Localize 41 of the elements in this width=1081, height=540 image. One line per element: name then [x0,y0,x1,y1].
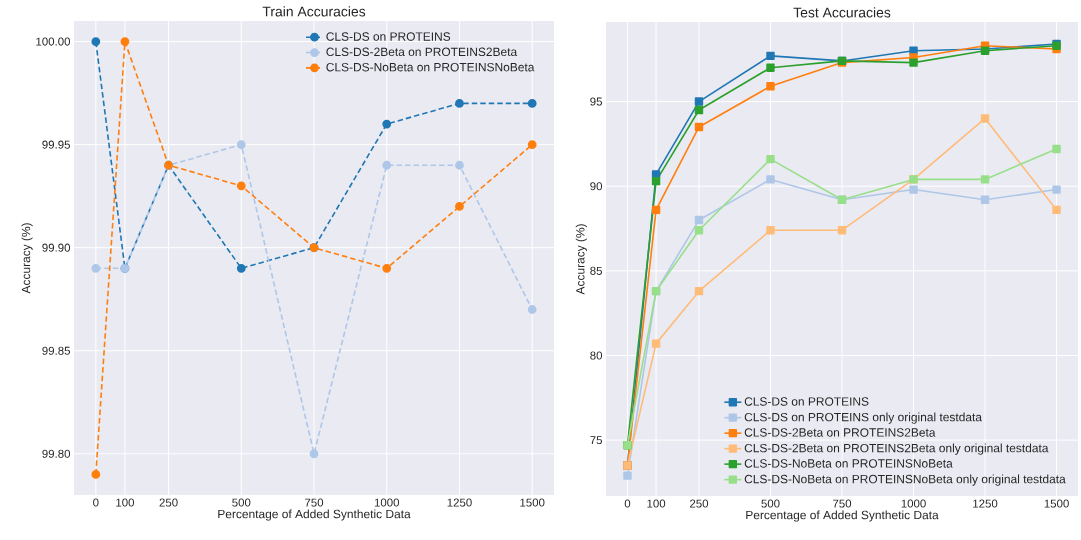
y-tick-label: 75 [590,436,603,445]
x-tick-label: 0 [93,498,99,507]
x-tick-label: 100 [647,499,666,508]
x-tick-label: 250 [159,498,178,507]
x-tick-label: 500 [761,499,780,508]
x-tick-label: 250 [690,499,709,508]
y-tick-label: 99.80 [42,449,71,458]
x-tick-label: 1000 [374,498,400,507]
x-axis-title: Percentage of Added Synthetic Data [218,509,411,521]
y-tick-label: 99.90 [42,243,71,252]
y-axis-title: Accuracy (%) [575,224,587,295]
chart-title: Train Accuracies [262,6,366,17]
legend-label: CLS-DS-2Beta on PROTEINS2Beta [744,428,936,437]
y-tick-label: 90 [590,182,603,191]
legend-label: CLS-DS-2Beta on PROTEINS2Beta [326,47,518,57]
legend-label: CLS-DS-NoBeta on PROTEINSNoBeta [326,62,535,72]
y-axis-title: Accuracy (%) [21,223,33,294]
y-tick-label: 85 [590,266,603,275]
x-tick-label: 0 [624,499,631,508]
x-tick-label: 750 [305,498,324,507]
legend-label: CLS-DS-2Beta on PROTEINS2Beta only original testdata [744,443,1049,455]
y-tick-label: 99.95 [42,140,70,149]
x-axis-title: Percentage of Added Synthetic Data [746,510,939,522]
y-tick-label: 99.85 [42,346,70,355]
x-tick-label: 100 [116,498,135,507]
y-tick-label: 95 [590,97,603,106]
x-tick-label: 1500 [1044,499,1069,508]
legend-label: CLS-DS-NoBeta on PROTEINSNoBeta [744,459,953,468]
x-tick-label: 500 [232,498,251,507]
y-tick-label: 100.00 [36,37,71,46]
x-tick-label: 1000 [901,499,926,508]
x-tick-label: 750 [833,499,852,508]
legend-label: CLS-DS on PROTEINS only original testdata [744,412,982,424]
legend-label: CLS-DS on PROTEINS [326,32,451,41]
legend-label: CLS-DS on PROTEINS [744,397,869,406]
x-tick-label: 1500 [520,498,545,507]
x-tick-label: 1250 [447,498,472,507]
x-tick-label: 1250 [973,499,998,508]
chart-title: Test Accuracies [793,7,891,18]
y-tick-label: 80 [590,351,603,360]
legend-label: CLS-DS-NoBeta on PROTEINSNoBeta only original testdata [744,474,1066,486]
